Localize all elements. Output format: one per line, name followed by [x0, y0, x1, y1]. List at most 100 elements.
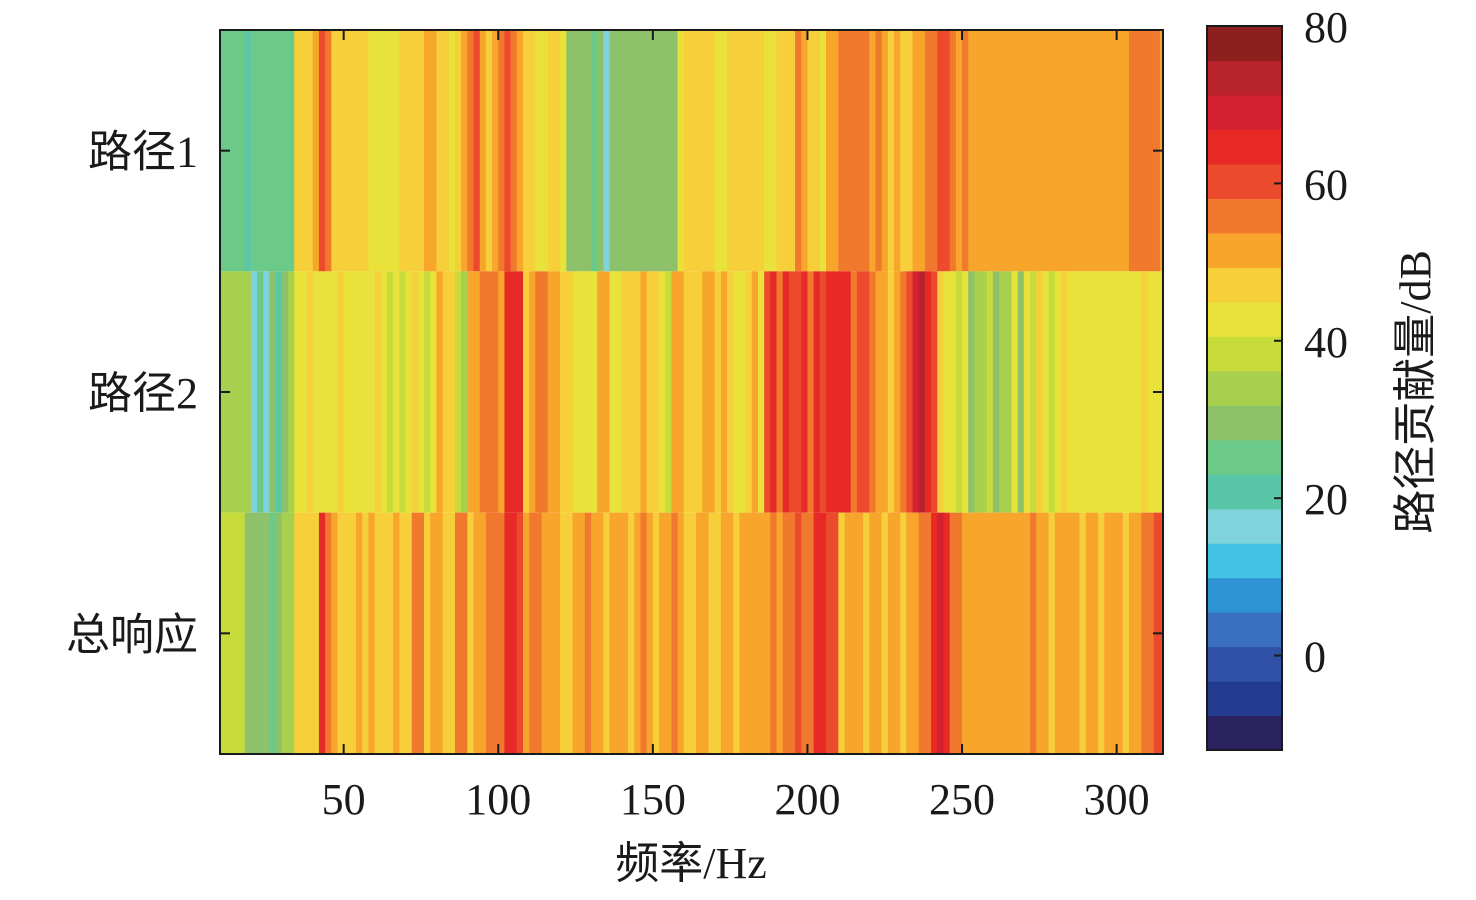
heatmap-cell — [418, 513, 425, 754]
heatmap-cell — [288, 271, 295, 512]
heatmap-cell — [406, 513, 413, 754]
heatmap-cell — [548, 513, 555, 754]
heatmap-cell — [331, 30, 338, 271]
heatmap-cell — [399, 30, 406, 271]
heatmap-cell — [659, 271, 666, 512]
heatmap-cell — [746, 513, 753, 754]
heatmap-cell — [739, 30, 746, 271]
heatmap-cell — [894, 271, 901, 512]
heatmap-cell — [875, 30, 882, 271]
heatmap-cell — [696, 271, 703, 512]
heatmap-cell — [1092, 271, 1099, 512]
heatmap-cell — [937, 513, 944, 754]
heatmap-cell — [529, 30, 536, 271]
heatmap-cell — [820, 271, 827, 512]
heatmap-cell — [678, 271, 685, 512]
heatmap-cell — [696, 30, 703, 271]
x-axis-title: 频率/Hz — [615, 839, 767, 888]
heatmap-cell — [375, 513, 382, 754]
heatmap-cell — [406, 30, 413, 271]
heatmap-cell — [566, 513, 573, 754]
heatmap-cell — [721, 30, 728, 271]
heatmap-cell — [232, 30, 239, 271]
heatmap-cell — [591, 513, 598, 754]
heatmap-cell — [603, 271, 610, 512]
heatmap-cell — [269, 271, 276, 512]
heatmap-cell — [987, 30, 994, 271]
heatmap-cell — [943, 271, 950, 512]
heatmap-cell — [640, 30, 647, 271]
heatmap-cell — [696, 513, 703, 754]
heatmap-cell — [523, 271, 530, 512]
heatmap-cell — [412, 30, 419, 271]
heatmap-cell — [276, 30, 283, 271]
heatmap-cell — [245, 271, 252, 512]
heatmap-cell — [832, 271, 839, 512]
heatmap-cell — [1005, 513, 1012, 754]
heatmap-cell — [653, 271, 660, 512]
heatmap-cell — [968, 30, 975, 271]
heatmap-cell — [838, 30, 845, 271]
heatmap-cell — [245, 513, 252, 754]
heatmap-cell — [919, 271, 926, 512]
heatmap-cell — [467, 271, 474, 512]
heatmap-cell — [999, 513, 1006, 754]
heatmap-cell — [455, 513, 462, 754]
heatmap-cell — [1018, 271, 1025, 512]
heatmap-cell — [362, 30, 369, 271]
heatmap-cell — [572, 30, 579, 271]
heatmap-cell — [869, 30, 876, 271]
heatmap-cell — [931, 30, 938, 271]
heatmap-cell — [1036, 271, 1043, 512]
heatmap-cell — [381, 271, 388, 512]
heatmap-cell — [1005, 30, 1012, 271]
heatmap-cell — [746, 271, 753, 512]
heatmap-cell — [863, 513, 870, 754]
heatmap-cell — [974, 513, 981, 754]
heatmap-cell — [999, 271, 1006, 512]
colorbar-segment — [1207, 336, 1282, 371]
x-tick-label: 50 — [322, 775, 366, 824]
colorbar-segment — [1207, 509, 1282, 544]
heatmap-cell — [690, 271, 697, 512]
heatmap-cell — [653, 513, 660, 754]
heatmap-cell — [906, 30, 913, 271]
heatmap-cell — [474, 513, 481, 754]
heatmap-cell — [956, 513, 963, 754]
heatmap-cell — [857, 513, 864, 754]
heatmap-cell — [851, 513, 858, 754]
heatmap-cells — [220, 30, 1164, 754]
heatmap-cell — [474, 271, 481, 512]
heatmap-cell — [344, 513, 351, 754]
heatmap-cell — [486, 513, 493, 754]
heatmap-cell — [814, 271, 821, 512]
heatmap-cell — [622, 30, 629, 271]
heatmap-cell — [845, 30, 852, 271]
heatmap-cell — [1061, 30, 1068, 271]
heatmap-cell — [974, 30, 981, 271]
heatmap-cell — [882, 513, 889, 754]
heatmap-cell — [1080, 271, 1087, 512]
heatmap-cell — [424, 513, 431, 754]
heatmap-cell — [913, 30, 920, 271]
heatmap-cell — [764, 271, 771, 512]
heatmap-cell — [1104, 30, 1111, 271]
heatmap-cell — [542, 513, 549, 754]
heatmap-cell — [436, 30, 443, 271]
heatmap-cell — [900, 30, 907, 271]
heatmap-cell — [449, 271, 456, 512]
heatmap-cell — [1080, 30, 1087, 271]
heatmap-cell — [950, 513, 957, 754]
heatmap-cell — [1042, 30, 1049, 271]
heatmap-cell — [1110, 513, 1117, 754]
heatmap-cell — [1061, 271, 1068, 512]
heatmap-cell — [671, 513, 678, 754]
heatmap-cell — [498, 513, 505, 754]
heatmap-cell — [554, 513, 561, 754]
heatmap-cell — [579, 513, 586, 754]
heatmap-cell — [1129, 30, 1136, 271]
heatmap-cell — [282, 513, 289, 754]
heatmap-cell — [653, 30, 660, 271]
heatmap-cell — [1012, 513, 1019, 754]
heatmap-cell — [746, 30, 753, 271]
